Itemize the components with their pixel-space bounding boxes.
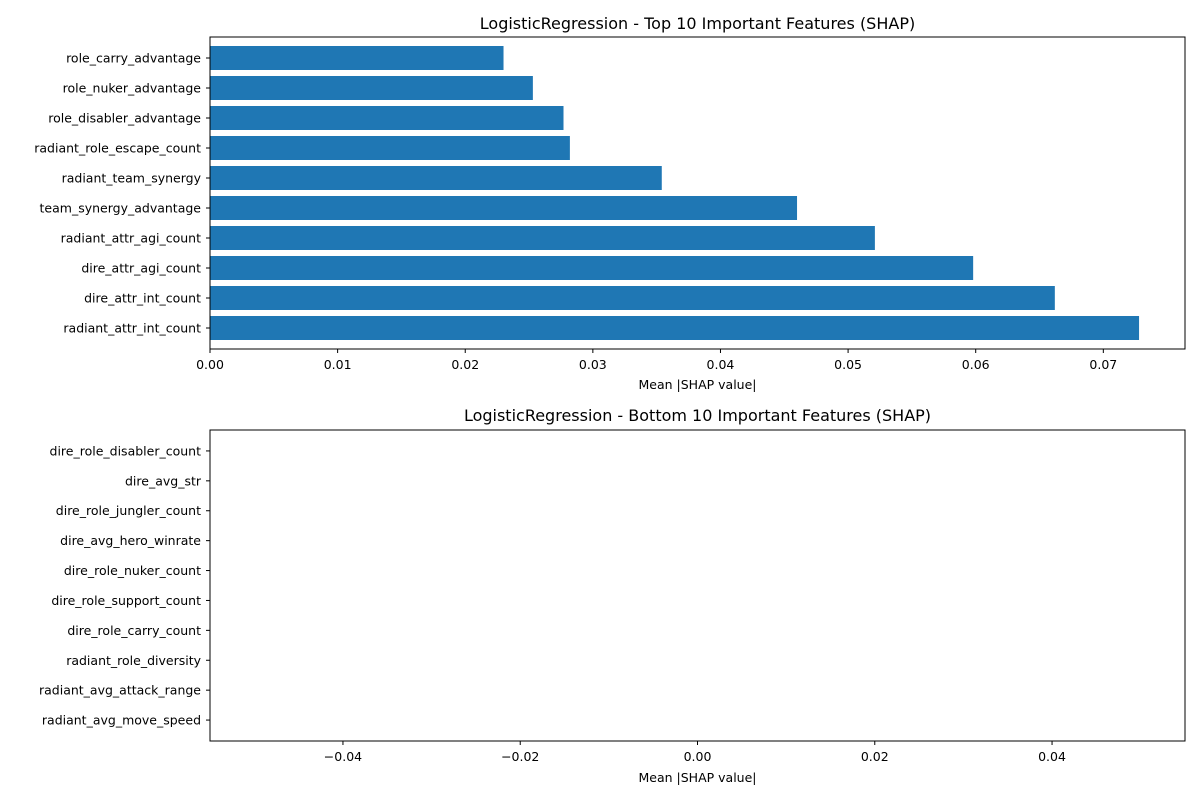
top-y-tick-label: radiant_attr_agi_count [61,231,201,246]
bottom-y-tick-label: radiant_role_diversity [66,653,201,668]
top-x-tick-label: 0.07 [1089,357,1117,372]
bottom-x-tick-label: −0.04 [324,749,362,764]
top-bar-team_synergy_advantage [210,196,798,220]
top-y-tick-label: dire_attr_int_count [84,291,201,306]
top-bar-dire_attr_agi_count [210,256,974,280]
top-bar-radiant_attr_agi_count [210,226,875,250]
bottom-features-chart: LogisticRegression - Bottom 10 Important… [39,406,1186,785]
top-bar-radiant_team_synergy [210,166,662,190]
top-chart-frame [209,36,1186,350]
top-x-tick-label: 0.02 [451,357,479,372]
top-chart-title: LogisticRegression - Top 10 Important Fe… [480,14,915,33]
top-y-tick-label: radiant_team_synergy [62,171,202,186]
bottom-y-tick-label: radiant_avg_move_speed [42,713,201,728]
top-x-tick-label: 0.05 [834,357,862,372]
bottom-y-tick-label: dire_role_carry_count [67,623,201,638]
top-y-tick-label: role_disabler_advantage [48,111,201,126]
top-x-tick-label: 0.00 [196,357,224,372]
bottom-y-tick-label: dire_role_jungler_count [56,503,201,518]
top-x-tick-label: 0.04 [707,357,735,372]
bottom-x-tick-label: 0.00 [684,749,712,764]
top-bar-radiant_attr_int_count [210,316,1140,340]
bottom-y-tick-label: dire_avg_hero_winrate [60,533,201,548]
bottom-chart-frame [209,429,1186,742]
top-bar-role_carry_advantage [210,46,504,70]
top-y-tick-label: team_synergy_advantage [40,201,202,216]
bottom-y-tick-label: dire_avg_str [125,473,202,488]
bottom-chart-x-axis-label: Mean |SHAP value| [639,770,757,785]
top-features-chart: LogisticRegression - Top 10 Important Fe… [34,14,1186,392]
bottom-y-tick-label: dire_role_nuker_count [64,563,201,578]
top-chart-x-axis-label: Mean |SHAP value| [639,377,757,392]
bottom-y-tick-label: dire_role_disabler_count [50,443,202,458]
top-y-tick-label: role_nuker_advantage [63,81,202,96]
bottom-y-tick-label: radiant_avg_attack_range [39,683,201,698]
top-x-tick-label: 0.03 [579,357,607,372]
top-y-tick-label: radiant_attr_int_count [63,321,201,336]
top-y-tick-label: radiant_role_escape_count [34,141,201,156]
top-bar-role_disabler_advantage [210,106,564,130]
bottom-chart-title: LogisticRegression - Bottom 10 Important… [464,406,931,425]
top-bar-dire_attr_int_count [210,286,1055,310]
top-y-tick-label: dire_attr_agi_count [81,261,201,276]
top-x-tick-label: 0.06 [962,357,990,372]
top-bar-role_nuker_advantage [210,76,533,100]
bottom-x-tick-label: 0.04 [1038,749,1066,764]
top-x-tick-label: 0.01 [324,357,352,372]
bottom-x-tick-label: −0.02 [501,749,539,764]
bottom-x-tick-label: 0.02 [861,749,889,764]
bottom-y-tick-label: dire_role_support_count [51,593,201,608]
top-bar-radiant_role_escape_count [210,136,570,160]
top-y-tick-label: role_carry_advantage [66,51,201,66]
